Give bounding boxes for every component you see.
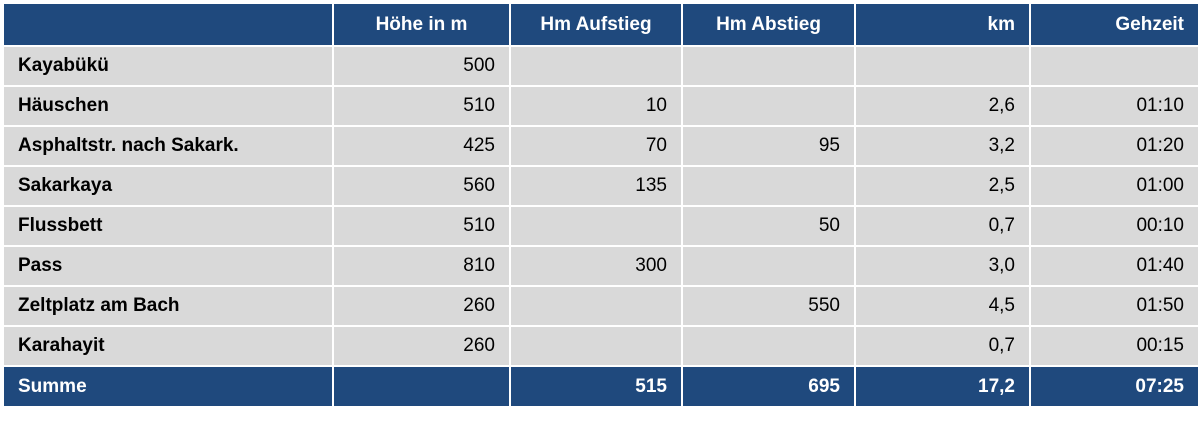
cell-location: Häuschen [2,85,334,127]
cell-altitude: 810 [332,245,511,287]
cell-location: Flussbett [2,205,334,247]
cell-km: 4,5 [854,285,1031,327]
table-body: Kayabükü 500 Häuschen 510 10 2,6 01:10 A… [2,45,1200,367]
table-row: Asphaltstr. nach Sakark. 425 70 95 3,2 0… [2,125,1200,167]
cell-altitude: 425 [332,125,511,167]
cell-walking-time: 01:10 [1029,85,1200,127]
cell-location: Sakarkaya [2,165,334,207]
cell-altitude: 510 [332,205,511,247]
cell-km: 2,6 [854,85,1031,127]
cell-descent [681,165,856,207]
cell-location: Asphaltstr. nach Sakark. [2,125,334,167]
table-footer: Summe 515 695 17,2 07:25 [2,365,1200,408]
cell-descent: 95 [681,125,856,167]
table-row: Pass 810 300 3,0 01:40 [2,245,1200,287]
total-label: Summe [2,365,334,408]
cell-descent [681,85,856,127]
total-km: 17,2 [854,365,1031,408]
total-descent: 695 [681,365,856,408]
table-row: Zeltplatz am Bach 260 550 4,5 01:50 [2,285,1200,327]
cell-km [854,45,1031,87]
cell-km: 2,5 [854,165,1031,207]
header-row: Höhe in m Hm Aufstieg Hm Abstieg km Gehz… [2,2,1200,47]
cell-walking-time [1029,45,1200,87]
cell-descent [681,45,856,87]
cell-ascent: 300 [509,245,683,287]
cell-km: 0,7 [854,325,1031,367]
total-altitude [332,365,511,408]
header-cell-ascent: Hm Aufstieg [509,2,683,47]
cell-walking-time: 01:00 [1029,165,1200,207]
cell-altitude: 260 [332,325,511,367]
cell-walking-time: 00:15 [1029,325,1200,367]
cell-altitude: 500 [332,45,511,87]
cell-descent: 550 [681,285,856,327]
cell-ascent: 135 [509,165,683,207]
cell-location: Kayabükü [2,45,334,87]
cell-ascent: 10 [509,85,683,127]
cell-ascent [509,285,683,327]
cell-descent [681,325,856,367]
cell-walking-time: 00:10 [1029,205,1200,247]
header-cell-altitude: Höhe in m [332,2,511,47]
cell-location: Karahayit [2,325,334,367]
table-row: Flussbett 510 50 0,7 00:10 [2,205,1200,247]
cell-km: 3,0 [854,245,1031,287]
cell-walking-time: 01:20 [1029,125,1200,167]
cell-location: Zeltplatz am Bach [2,285,334,327]
cell-ascent [509,325,683,367]
table-row: Kayabükü 500 [2,45,1200,87]
cell-altitude: 260 [332,285,511,327]
cell-ascent [509,205,683,247]
table-row: Häuschen 510 10 2,6 01:10 [2,85,1200,127]
header-cell-descent: Hm Abstieg [681,2,856,47]
cell-ascent: 70 [509,125,683,167]
cell-location: Pass [2,245,334,287]
tour-table: Höhe in m Hm Aufstieg Hm Abstieg km Gehz… [2,2,1200,408]
header-cell-walking-time: Gehzeit [1029,2,1200,47]
table-header: Höhe in m Hm Aufstieg Hm Abstieg km Gehz… [2,2,1200,47]
cell-altitude: 510 [332,85,511,127]
total-ascent: 515 [509,365,683,408]
cell-km: 3,2 [854,125,1031,167]
header-cell-location [2,2,334,47]
cell-walking-time: 01:50 [1029,285,1200,327]
cell-ascent [509,45,683,87]
total-row: Summe 515 695 17,2 07:25 [2,365,1200,408]
cell-km: 0,7 [854,205,1031,247]
total-walking-time: 07:25 [1029,365,1200,408]
header-cell-km: km [854,2,1031,47]
cell-descent [681,245,856,287]
cell-altitude: 560 [332,165,511,207]
table-row: Karahayit 260 0,7 00:15 [2,325,1200,367]
cell-walking-time: 01:40 [1029,245,1200,287]
table-row: Sakarkaya 560 135 2,5 01:00 [2,165,1200,207]
cell-descent: 50 [681,205,856,247]
